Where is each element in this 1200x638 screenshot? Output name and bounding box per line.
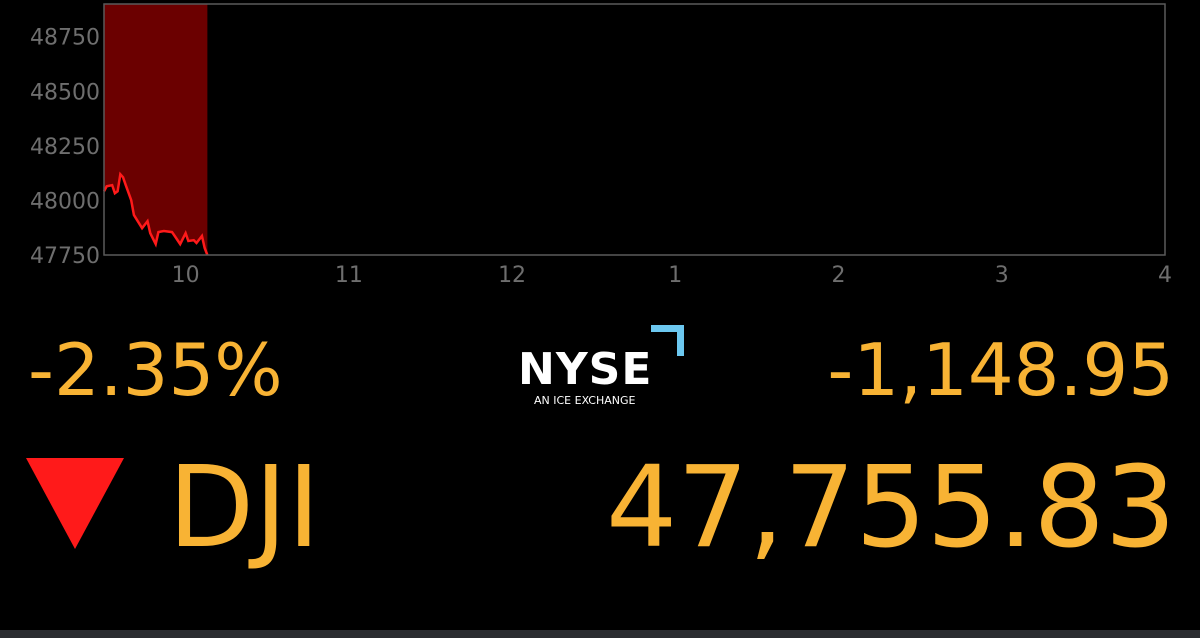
x-tick-label: 4	[1158, 263, 1172, 288]
x-tick-label: 12	[498, 263, 526, 288]
plot-frame	[103, 3, 1166, 256]
y-tick-label: 48250	[30, 135, 100, 160]
y-tick-label: 48000	[30, 189, 100, 214]
x-tick-label: 1	[668, 263, 682, 288]
x-tick-label: 11	[335, 263, 363, 288]
svg-text:NYSE: NYSE	[518, 344, 652, 395]
chart-area-fill	[104, 4, 208, 255]
svg-text:AN ICE EXCHANGE: AN ICE EXCHANGE	[534, 394, 636, 407]
down-arrow-icon	[26, 458, 124, 549]
point-change: -1,148.95	[827, 328, 1174, 412]
bottom-bar	[0, 630, 1200, 638]
x-tick-label: 3	[995, 263, 1009, 288]
x-tick-label: 10	[172, 263, 200, 288]
x-tick-label: 2	[832, 263, 846, 288]
y-tick-label: 48750	[30, 26, 100, 51]
ticker-symbol: DJI	[168, 443, 321, 573]
series-line	[102, 171, 209, 256]
y-tick-label: 48500	[30, 80, 100, 105]
index-price: 47,755.83	[605, 443, 1176, 573]
y-tick-label: 47750	[30, 244, 100, 269]
percent-change: -2.35%	[28, 328, 283, 412]
nyse-logo: NYSE AN ICE EXCHANGE	[516, 322, 686, 412]
